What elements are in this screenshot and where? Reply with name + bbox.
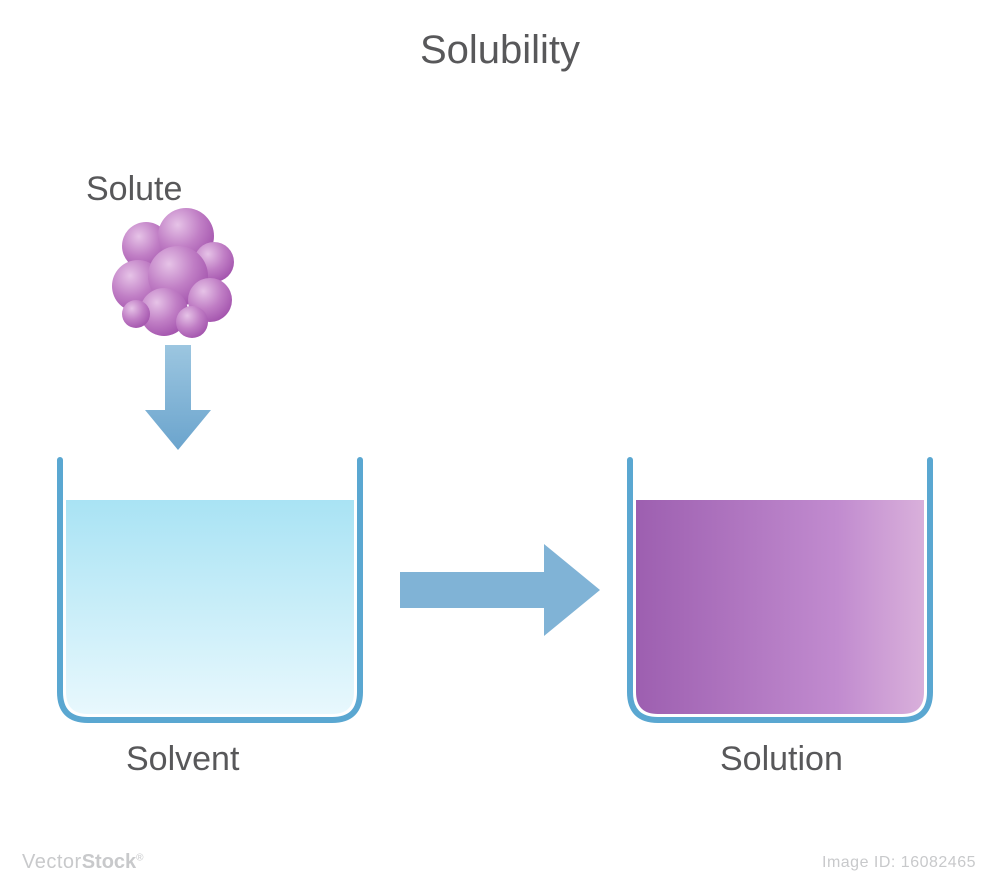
watermark-brand: VectorStock® xyxy=(22,851,144,874)
solvent-beaker xyxy=(60,460,360,720)
arrow-right-icon xyxy=(400,544,600,636)
solute-cluster-icon xyxy=(112,208,234,338)
solution-liquid xyxy=(636,500,924,714)
solvent-liquid xyxy=(66,500,354,714)
solute-label: Solute xyxy=(86,170,182,209)
watermark-brand-bold: Stock xyxy=(82,851,136,873)
solution-label: Solution xyxy=(720,740,843,779)
diagram-title: Solubility xyxy=(0,28,1000,73)
solvent-label: Solvent xyxy=(126,740,239,779)
solution-beaker xyxy=(630,460,930,720)
arrow-down-icon xyxy=(145,345,211,450)
watermark-brand-light: Vector xyxy=(22,851,82,873)
watermark-id: Image ID: 16082465 xyxy=(822,854,976,872)
